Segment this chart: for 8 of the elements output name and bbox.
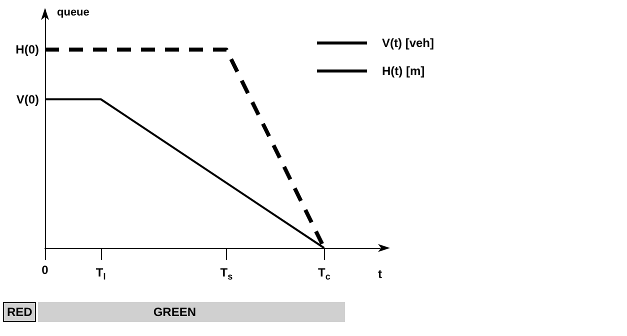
x-axis-title: t xyxy=(378,267,382,281)
annotation: H(0) xyxy=(16,42,39,57)
legend-label: V(t) [veh] xyxy=(382,36,434,50)
y-axis-title: queue xyxy=(57,6,90,18)
signal-phase-strip: RED GREEN xyxy=(3,302,345,322)
x-tick-label: 0 xyxy=(42,263,49,277)
annotation: V(0) xyxy=(16,92,39,106)
legend-label: H(t) [m] xyxy=(382,64,425,78)
